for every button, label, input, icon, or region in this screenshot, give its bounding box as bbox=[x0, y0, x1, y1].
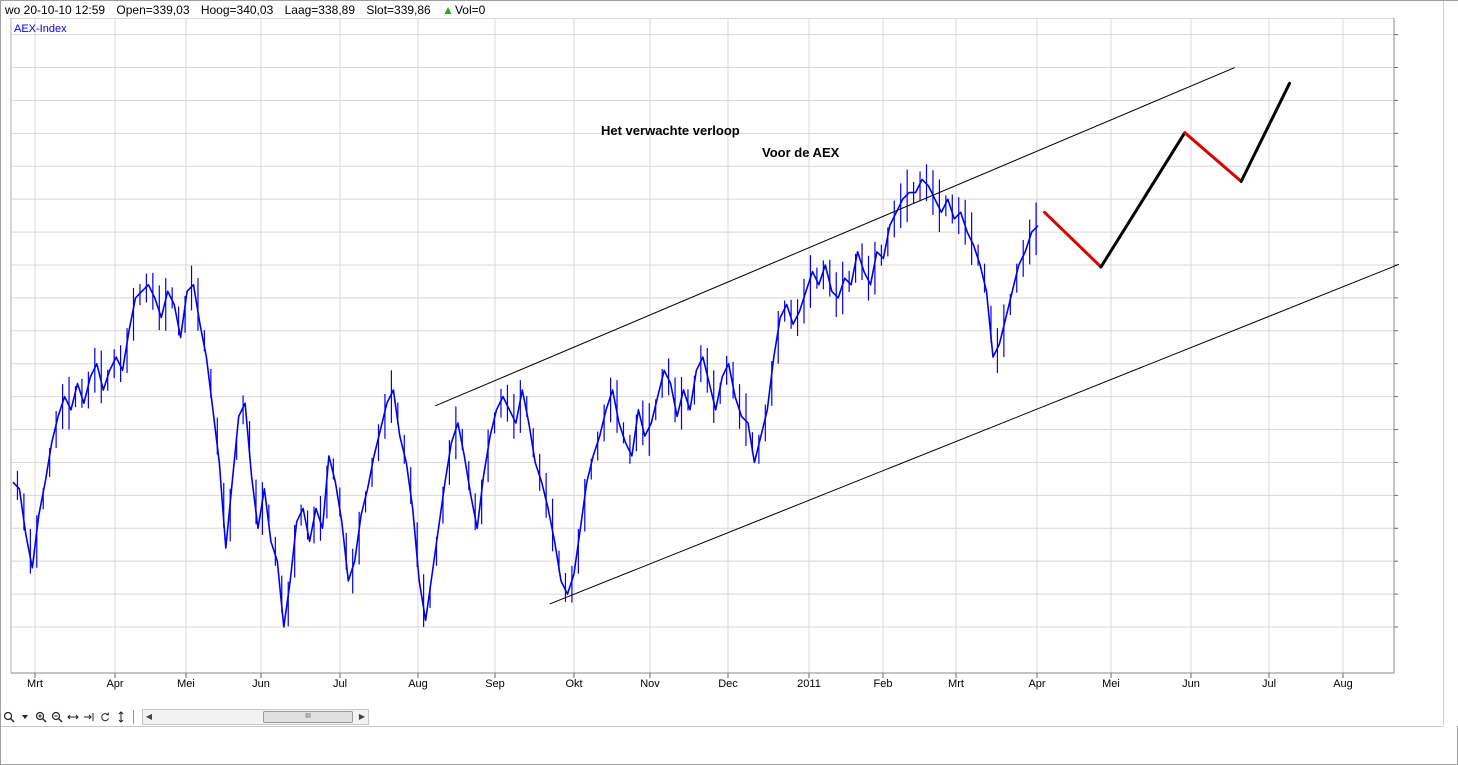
x-tick-label: Jul bbox=[333, 678, 347, 690]
scroll-left-icon[interactable]: ◀ bbox=[145, 712, 153, 721]
up-triangle-icon: ▲ bbox=[442, 3, 454, 17]
pan-horizontal-icon[interactable] bbox=[65, 709, 81, 725]
quote-high: Hoog=340,03 bbox=[200, 3, 274, 17]
x-tick-label: Aug bbox=[1333, 678, 1353, 690]
x-tick-label: Okt bbox=[565, 678, 582, 690]
zoom-icon[interactable] bbox=[1, 709, 17, 725]
reset-icon[interactable] bbox=[97, 709, 113, 725]
pan-vertical-icon[interactable] bbox=[113, 709, 129, 725]
fit-icon[interactable] bbox=[81, 709, 97, 725]
chart-area[interactable]: 305,00310,00315,00320,00325,00330,00335,… bbox=[1, 17, 1458, 708]
x-tick-label: Jul bbox=[1262, 678, 1276, 690]
x-tick-label: Mei bbox=[177, 678, 195, 690]
scroll-right-icon[interactable]: ▶ bbox=[358, 712, 366, 721]
price-series-line bbox=[12, 178, 1039, 628]
x-tick-label: 2011 bbox=[797, 678, 821, 690]
chart-toolbar: ◀ III ▶ bbox=[1, 708, 1399, 726]
channel-line bbox=[435, 67, 1235, 407]
x-tick-label: Dec bbox=[718, 678, 738, 690]
quote-close: Slot=339,86 bbox=[366, 3, 431, 17]
x-tick-label: Nov bbox=[640, 678, 660, 690]
status-divider bbox=[1, 726, 1443, 727]
scrollbar-thumb[interactable]: III bbox=[263, 711, 353, 723]
x-tick-label: Apr bbox=[1028, 678, 1045, 690]
x-tick-label: Apr bbox=[106, 678, 123, 690]
x-tick-label: Mrt bbox=[27, 678, 43, 690]
quote-date: wo 20-10-10 12:59 bbox=[5, 3, 106, 17]
quote-volume: Vol=0 bbox=[454, 3, 486, 17]
quote-low: Laag=338,89 bbox=[284, 3, 355, 17]
forecast-segment bbox=[1099, 131, 1187, 269]
forecast-segment bbox=[1043, 210, 1103, 269]
horizontal-scrollbar[interactable]: ◀ III ▶ bbox=[142, 709, 369, 725]
quote-header: wo 20-10-10 12:59 Open=339,03 Hoog=340,0… bbox=[5, 3, 493, 19]
x-tick-label: Feb bbox=[874, 678, 893, 690]
x-tick-label: Jun bbox=[252, 678, 270, 690]
dropdown-icon[interactable] bbox=[17, 709, 33, 725]
x-tick-label: Sep bbox=[485, 678, 505, 690]
zoom-out-icon[interactable] bbox=[49, 709, 65, 725]
channel-line bbox=[549, 240, 1458, 605]
x-tick-label: Aug bbox=[408, 678, 428, 690]
forecast-segment bbox=[1183, 131, 1243, 183]
x-tick-label: Jun bbox=[1182, 678, 1200, 690]
annotation-line-1: Het verwachte verloop bbox=[601, 123, 740, 138]
plot-border bbox=[10, 17, 1395, 674]
x-tick-label: Mrt bbox=[948, 678, 964, 690]
quote-open: Open=339,03 bbox=[116, 3, 190, 17]
zoom-in-icon[interactable] bbox=[33, 709, 49, 725]
legend-label: AEX-Index bbox=[14, 23, 67, 35]
price-chart[interactable]: 305,00310,00315,00320,00325,00330,00335,… bbox=[1, 17, 1458, 708]
forecast-segment bbox=[1239, 81, 1292, 183]
toolbar-divider bbox=[133, 710, 134, 724]
right-panel bbox=[1443, 1, 1458, 726]
annotation-line-2: Voor de AEX bbox=[762, 145, 840, 160]
x-tick-label: Mei bbox=[1102, 678, 1120, 690]
